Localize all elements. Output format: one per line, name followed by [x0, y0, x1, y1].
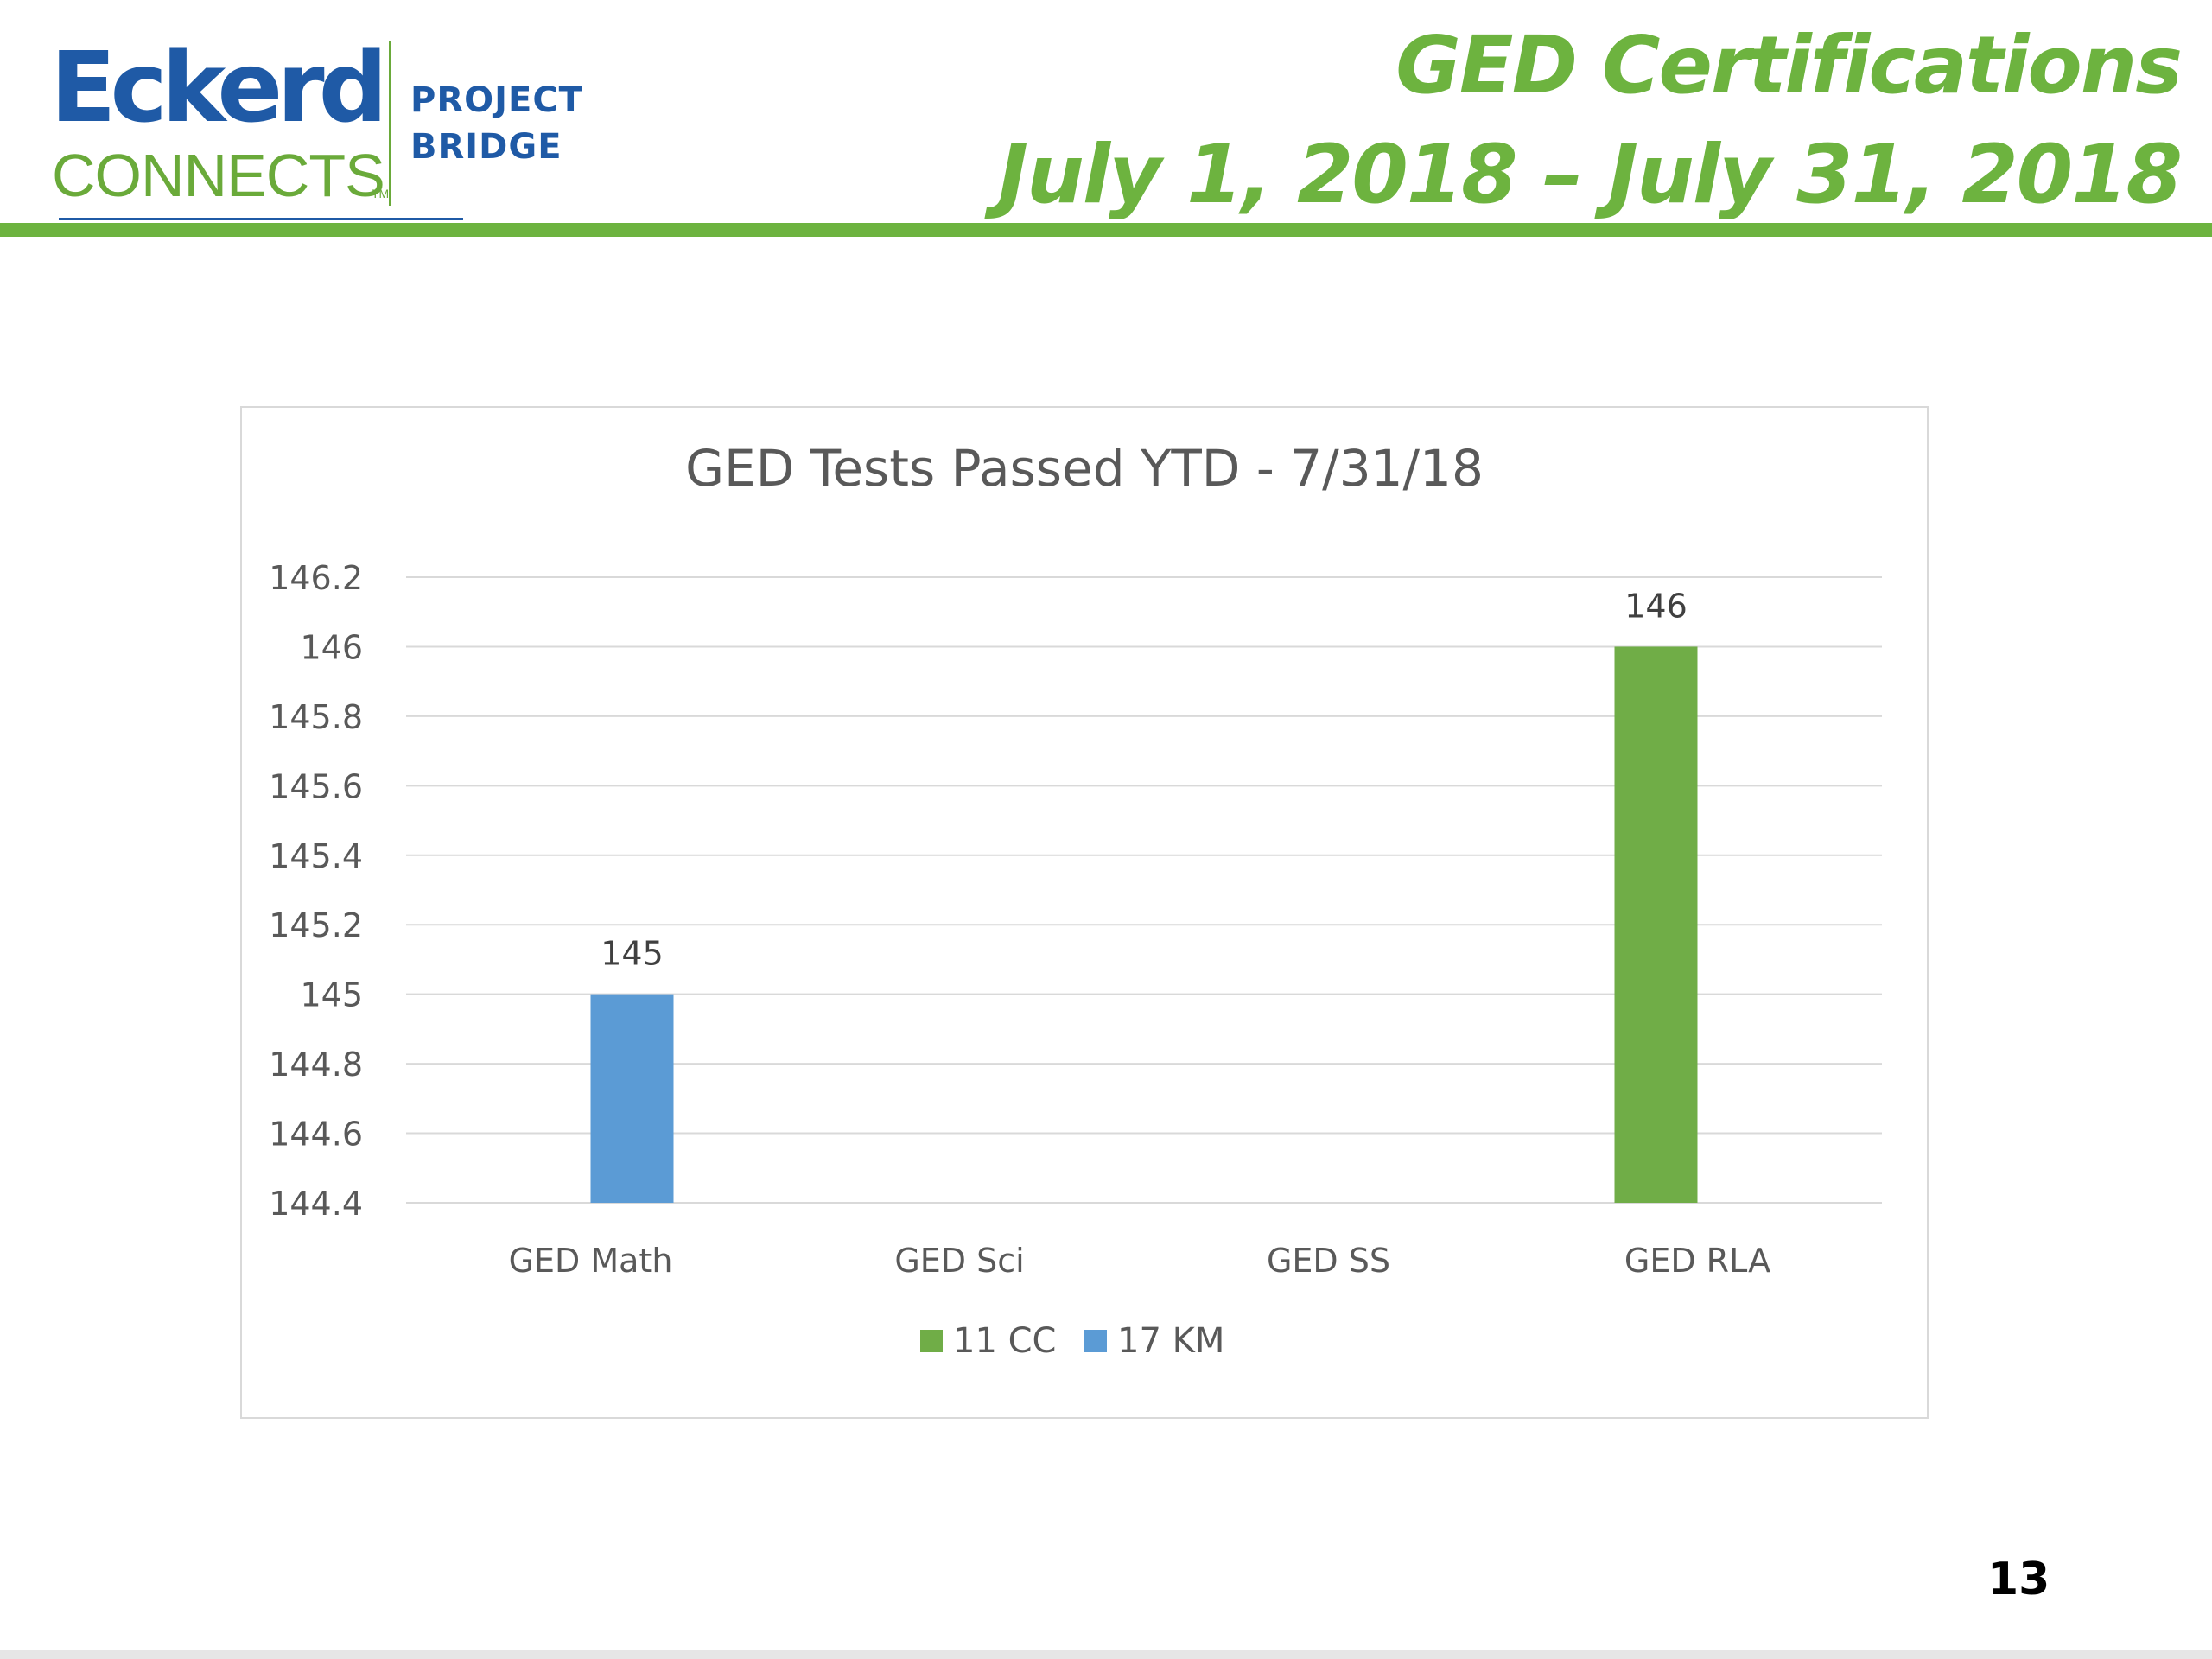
- y-tick-label: 145.4: [269, 837, 363, 875]
- y-tick-label: 145: [300, 976, 363, 1014]
- y-tick-label: 145.6: [269, 767, 363, 805]
- y-tick-label: 146: [300, 628, 363, 666]
- logo-program-name: PROJECT BRIDGE: [410, 83, 583, 176]
- logo-trademark: TM: [372, 187, 390, 200]
- bar: [590, 994, 674, 1203]
- y-tick-label: 144.6: [269, 1116, 363, 1154]
- y-tick-label: 144.8: [269, 1046, 363, 1084]
- x-tick-label: GED SS: [1267, 1242, 1390, 1280]
- legend-label: 17 KM: [1117, 1321, 1224, 1361]
- x-tick-label: GED RLA: [1624, 1242, 1770, 1280]
- y-tick-label: 146.2: [269, 559, 363, 597]
- x-tick-label: GED Sci: [894, 1242, 1024, 1280]
- legend-swatch: [1084, 1330, 1107, 1352]
- y-tick-label: 144.4: [269, 1185, 363, 1223]
- logo-program-line1: PROJECT: [410, 80, 583, 120]
- logo-connects-word: CONNECTS: [52, 142, 385, 209]
- footer-divider: [0, 1650, 2212, 1659]
- y-tick-label: 145.8: [269, 698, 363, 736]
- data-label: 146: [1624, 587, 1688, 625]
- bar-chart: GED Tests Passed YTD - 7/31/18 146.2 146 14…: [269, 439, 1882, 1361]
- logo-brand-word: Eckerd: [50, 32, 388, 144]
- chart-area: GED Tests Passed YTD - 7/31/18 146.2 146 14…: [240, 406, 1929, 1419]
- logo-program-line2: BRIDGE: [410, 127, 563, 167]
- slide-title: GED Certifications: [1395, 19, 2183, 111]
- eckerd-connects-logo: Eckerd CONNECTS TM PROJECT BRIDGE: [43, 16, 596, 223]
- header-divider: [0, 223, 2212, 237]
- legend-label: 11 CC: [953, 1321, 1056, 1361]
- x-tick-label: GED Math: [509, 1242, 673, 1280]
- slide-date-range: July 1, 2018 – July 31, 2018: [997, 128, 2183, 222]
- logo-underline: [59, 218, 463, 220]
- chart-title: GED Tests Passed YTD - 7/31/18: [685, 439, 1484, 498]
- bar: [1614, 646, 1698, 1203]
- data-label: 145: [601, 935, 664, 973]
- page-number: 13: [1987, 1554, 2050, 1605]
- y-tick-label: 145.2: [269, 906, 363, 944]
- logo-divider: [389, 41, 391, 206]
- legend-swatch: [920, 1330, 943, 1352]
